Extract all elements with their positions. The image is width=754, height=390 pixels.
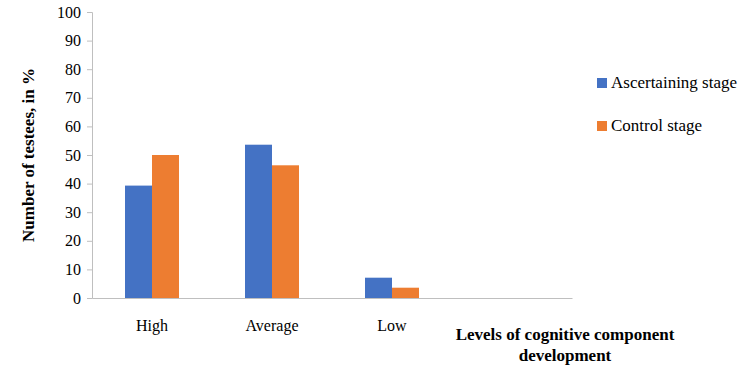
y-tick: 100 xyxy=(57,4,92,21)
bar xyxy=(125,186,152,298)
y-axis: 0 10 20 30 40 50 60 70 80 90 100 xyxy=(57,4,93,307)
chart-svg: 0 10 20 30 40 50 60 70 80 90 100 High Average Low Numb… xyxy=(0,0,754,390)
y-tick-mark xyxy=(87,41,92,42)
text-line: development xyxy=(519,346,612,365)
y-tick-label: 10 xyxy=(65,261,81,278)
legend-label: Control stage xyxy=(611,116,702,135)
x-tick: High xyxy=(136,298,168,335)
y-tick-label: 100 xyxy=(57,4,81,21)
y-tick-mark xyxy=(87,184,92,185)
y-tick-label: 0 xyxy=(73,290,81,307)
bar xyxy=(272,165,299,298)
y-tick: 40 xyxy=(65,175,92,192)
y-tick-label: 60 xyxy=(65,118,81,135)
y-tick-mark xyxy=(87,155,92,156)
legend-swatch xyxy=(597,78,607,88)
y-tick-label: 70 xyxy=(65,89,81,106)
y-tick-label: 80 xyxy=(65,61,81,78)
legend: Ascertaining stage Control stage xyxy=(597,73,737,135)
y-axis-line xyxy=(87,13,93,299)
x-tick-label: Low xyxy=(377,317,407,334)
y-tick-mark xyxy=(87,212,92,213)
y-tick-mark xyxy=(87,12,92,13)
y-tick: 0 xyxy=(73,290,92,307)
chart-container: 0 10 20 30 40 50 60 70 80 90 100 High Average Low Numb… xyxy=(0,0,754,390)
y-tick-mark xyxy=(87,126,92,127)
y-tick-mark xyxy=(87,298,92,299)
x-axis-title: Levels of cognitive component development xyxy=(456,325,675,365)
bar xyxy=(392,288,419,298)
y-tick: 70 xyxy=(65,89,92,106)
x-tick: Average xyxy=(246,298,299,335)
y-tick: 10 xyxy=(65,261,92,278)
y-tick: 30 xyxy=(65,204,92,221)
y-tick-label: 40 xyxy=(65,175,81,192)
y-tick-mark xyxy=(87,69,92,70)
x-tick-label: High xyxy=(136,317,168,335)
x-axis-line xyxy=(93,298,573,299)
x-tick-label: Average xyxy=(246,317,299,335)
y-tick: 20 xyxy=(65,232,92,249)
bar xyxy=(245,145,272,298)
y-tick: 80 xyxy=(65,61,92,78)
x-tick: Low xyxy=(377,298,407,334)
bars xyxy=(125,145,419,298)
bar xyxy=(152,155,179,298)
y-tick-label: 30 xyxy=(65,204,81,221)
y-tick-label: 50 xyxy=(65,147,81,164)
text-line: Ascertaining stage xyxy=(611,73,737,92)
text-line: Control stage xyxy=(611,116,702,135)
legend-swatch xyxy=(597,121,607,131)
bar xyxy=(365,278,392,298)
y-axis-title: Number of testees, in % xyxy=(19,68,38,242)
legend-label: Ascertaining stage xyxy=(611,73,737,92)
y-tick-label: 20 xyxy=(65,232,81,249)
y-tick-mark xyxy=(87,241,92,242)
y-tick-label: 90 xyxy=(65,32,81,49)
y-tick-mark xyxy=(87,269,92,270)
y-tick: 60 xyxy=(65,118,92,135)
y-tick-mark xyxy=(87,98,92,99)
y-tick: 90 xyxy=(65,32,92,49)
text-line: Levels of cognitive component xyxy=(456,325,675,344)
y-tick: 50 xyxy=(65,147,92,164)
